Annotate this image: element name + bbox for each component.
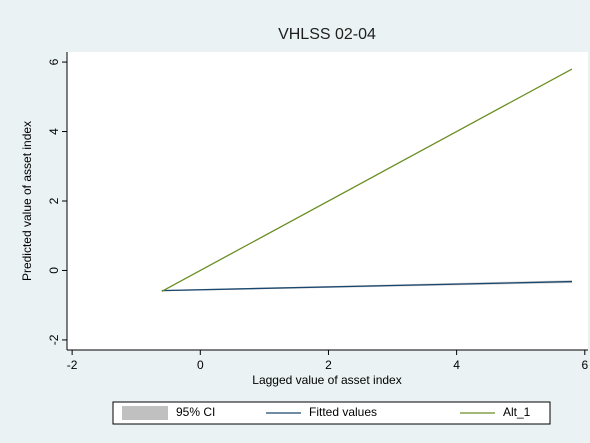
x-tick-label: -2 [67, 358, 78, 372]
y-tick-label: 6 [47, 58, 61, 65]
y-tick-label: 0 [47, 267, 61, 274]
series-line [161, 280, 572, 292]
legend-box [112, 401, 551, 425]
legend-label: 95% CI [176, 405, 215, 419]
x-tick-label: 4 [453, 358, 460, 372]
chart-title: VHLSS 02-04 [278, 26, 376, 43]
x-tick-label: 0 [197, 358, 204, 372]
legend-swatch [122, 406, 168, 420]
series-line [161, 68, 573, 292]
y-tick-label: 2 [47, 197, 61, 204]
legend-label: Fitted values [309, 405, 377, 419]
x-tick-label: 2 [325, 358, 332, 372]
legend-label: Alt_1 [503, 405, 531, 419]
x-tick-label: 6 [581, 358, 588, 372]
y-tick-label: 4 [47, 128, 61, 135]
y-tick-label: -2 [47, 334, 61, 345]
y-axis-label: Predicted value of asset index [20, 121, 34, 281]
x-axis-label: Lagged value of asset index [252, 373, 401, 387]
